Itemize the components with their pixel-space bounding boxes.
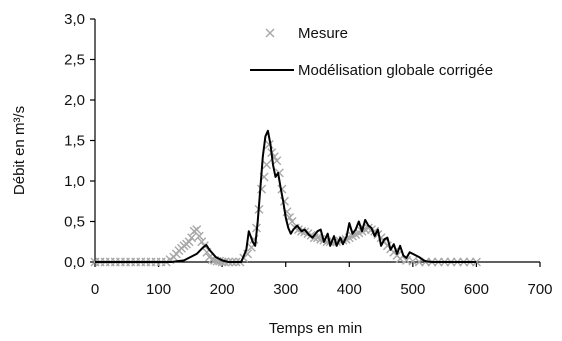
legend-item-model: Modélisation globale corrigée [250, 62, 493, 79]
y-tick-label: 2,0 [64, 92, 85, 109]
measure-point [287, 217, 297, 226]
x-tick-label: 600 [464, 281, 489, 298]
x-tick-label: 200 [210, 281, 235, 298]
series-line-model [95, 129, 477, 263]
x-tick-label: 700 [527, 281, 552, 298]
x-tick-label: 400 [337, 281, 362, 298]
legend-label: Modélisation globale corrigée [298, 62, 493, 79]
measure-point [471, 257, 481, 267]
measure-point [257, 184, 267, 194]
measure-point [192, 225, 202, 235]
y-tick-label: 0,0 [64, 254, 85, 271]
y-tick-label: 1,0 [64, 173, 85, 190]
y-tick-label: 2,5 [64, 52, 85, 69]
measure-point [262, 160, 272, 170]
measure-point [272, 156, 282, 166]
measure-point [264, 140, 274, 150]
legend-label: Mesure [298, 25, 348, 42]
measure-point [187, 233, 197, 243]
y-tick-label: 1,5 [64, 133, 85, 150]
x-ticks-group: 0 100 200 300 400 500 600 700 [91, 262, 553, 298]
y-axis-label: Débit en m³/s [11, 106, 28, 195]
measure-point [184, 237, 194, 247]
series-layer [90, 129, 481, 267]
x-tick-label: 500 [400, 281, 425, 298]
measure-point [194, 231, 204, 241]
x-axis-label: Temps en min [269, 320, 362, 337]
y-ticks-group: 0,0 0,5 1,0 1,5 2,0 2,5 3,0 [64, 11, 95, 271]
x-tick-label: 0 [91, 281, 99, 298]
legend-marker-x-icon [265, 28, 275, 38]
x-tick-label: 300 [273, 281, 298, 298]
measure-point [197, 237, 207, 247]
y-tick-label: 3,0 [64, 11, 85, 28]
x-tick-label: 100 [146, 281, 171, 298]
legend-item-mesure: Mesure [265, 25, 348, 42]
legend: Mesure Modélisation globale corrigée [250, 25, 493, 79]
axes-group [94, 19, 540, 263]
y-tick-label: 0,5 [64, 214, 85, 231]
